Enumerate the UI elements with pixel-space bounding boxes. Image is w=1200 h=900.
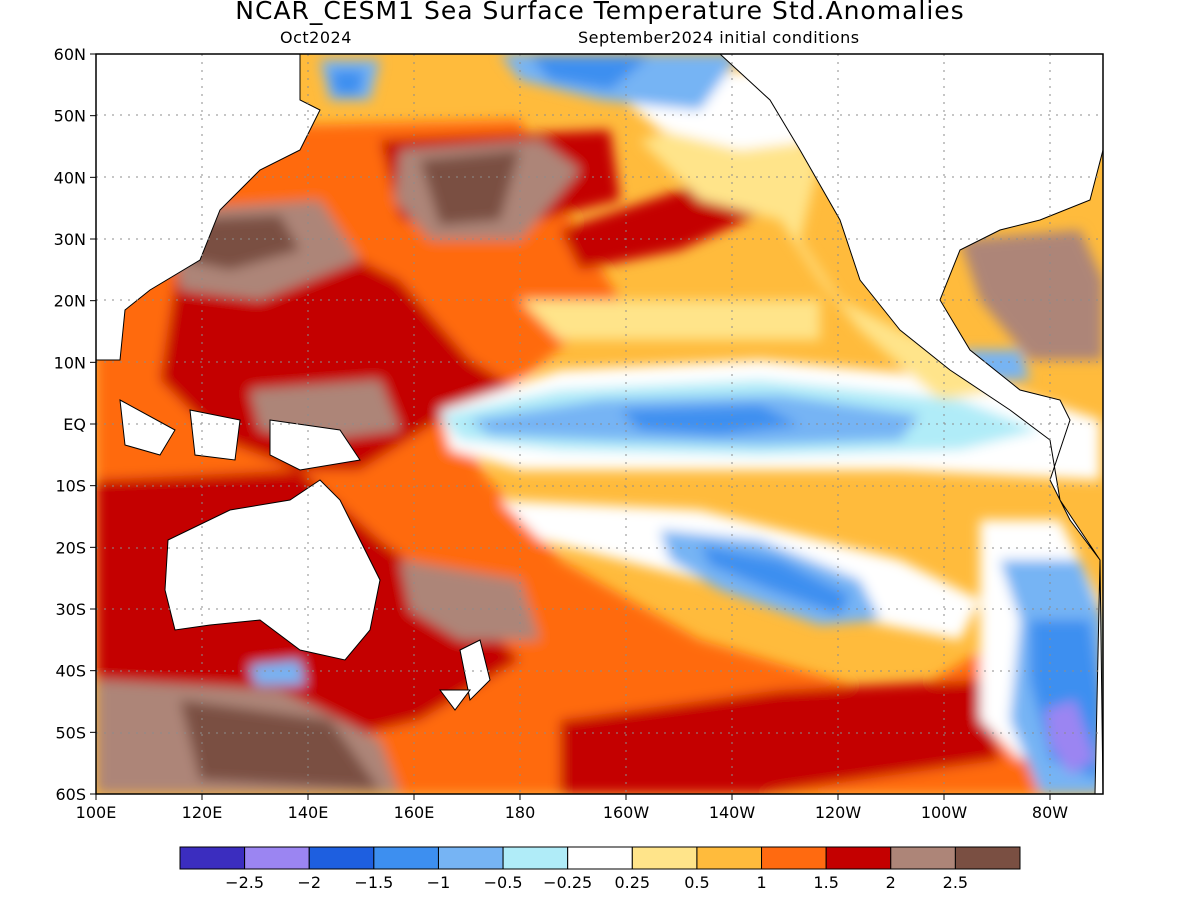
legend-swatch — [825, 846, 892, 870]
legend-swatch — [631, 846, 698, 870]
legend-label: 2.5 — [943, 873, 968, 892]
legend-label: −1.5 — [354, 873, 393, 892]
chart-title: NCAR_CESM1 Sea Surface Temperature Std.A… — [235, 0, 965, 25]
legend-label: −0.25 — [543, 873, 592, 892]
lat-tick-label: 30S — [55, 600, 86, 619]
lat-tick-label: 60N — [54, 45, 86, 64]
color-legend-labels: −2.5 −2 −1.5 −1 −0.5 −0.25 0.25 0.5 1 1.5 2 2.5 — [225, 873, 968, 892]
legend-swatch — [954, 846, 1021, 870]
lat-tick-label: 50N — [54, 107, 86, 126]
legend-label: −0.5 — [484, 873, 523, 892]
legend-label: −1 — [427, 873, 451, 892]
longitude-axis: 100E 120E 140E 160E 180 160W 140W 120W 100W 80W — [76, 794, 1068, 822]
legend-swatch — [373, 846, 439, 870]
lon-tick-label: 140E — [288, 803, 329, 822]
lat-tick-label: 20S — [55, 538, 86, 557]
latitude-axis: 60N 50N 40N 30N 20N 10N EQ 10S 20S 30S 40S 50S 60S — [54, 45, 96, 804]
initial-conditions-label: September2024 initial conditions — [578, 28, 860, 47]
legend-label: 0.5 — [684, 873, 709, 892]
lat-tick-label: 30N — [54, 230, 86, 249]
forecast-month-label: Oct2024 — [280, 28, 352, 47]
legend-label: 0.25 — [614, 873, 650, 892]
legend-swatch — [502, 846, 569, 870]
lat-tick-label: 20N — [54, 292, 86, 311]
legend-label: 2 — [886, 873, 896, 892]
legend-swatch — [308, 846, 375, 870]
lat-tick-label: 10N — [54, 353, 86, 372]
lon-tick-label: 100E — [76, 803, 117, 822]
legend-label: −2.5 — [225, 873, 264, 892]
color-legend — [179, 846, 1021, 870]
legend-swatch — [761, 846, 827, 870]
lon-tick-label: 120W — [815, 803, 862, 822]
lat-tick-label: EQ — [63, 415, 86, 434]
lon-tick-label: 160E — [394, 803, 435, 822]
lat-tick-label: 40S — [55, 662, 86, 681]
legend-label: 1.5 — [813, 873, 838, 892]
lat-tick-label: 60S — [55, 785, 86, 804]
lat-tick-label: 50S — [55, 723, 86, 742]
lon-tick-label: 160W — [603, 803, 650, 822]
legend-swatch — [437, 846, 504, 870]
lon-tick-label: 100W — [921, 803, 968, 822]
legend-label: 1 — [756, 873, 766, 892]
lon-tick-label: 120E — [182, 803, 223, 822]
legend-swatch — [179, 846, 246, 870]
legend-label: −2 — [297, 873, 321, 892]
lat-tick-label: 10S — [55, 477, 86, 496]
legend-swatch — [890, 846, 956, 870]
lon-tick-label: 80W — [1032, 803, 1068, 822]
legend-swatch — [244, 846, 310, 870]
anomaly-field — [96, 54, 1103, 794]
legend-swatch — [567, 846, 633, 870]
lon-tick-label: 140W — [709, 803, 756, 822]
lat-tick-label: 40N — [54, 168, 86, 187]
lon-tick-label: 180 — [505, 803, 536, 822]
legend-swatch — [696, 846, 763, 870]
